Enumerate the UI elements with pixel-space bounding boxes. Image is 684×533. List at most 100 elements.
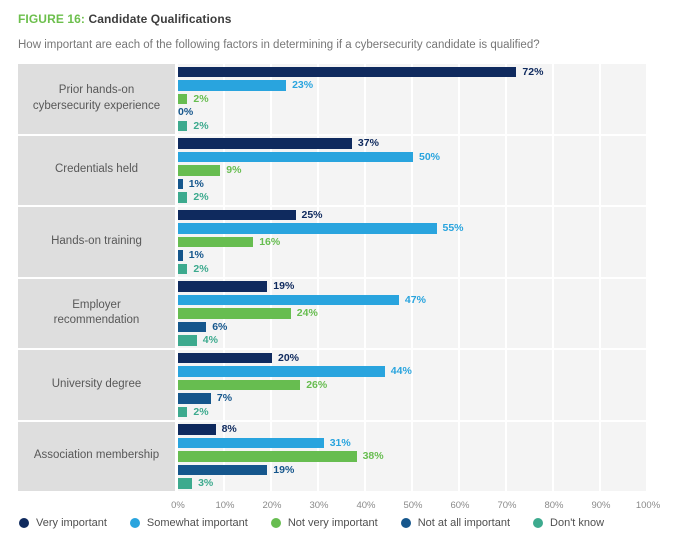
bar xyxy=(178,80,287,91)
bar xyxy=(178,478,193,489)
bar-row: 2% xyxy=(178,92,648,105)
category-label: Credentials held xyxy=(18,135,175,205)
bar-row: 1% xyxy=(178,249,648,262)
x-axis-tick-label: 90% xyxy=(591,500,611,511)
bar-value-label: 2% xyxy=(193,92,209,105)
bar-value-label: 2% xyxy=(193,405,209,418)
bar-value-label: 44% xyxy=(390,365,412,378)
figure-number-label: FIGURE 16: xyxy=(18,12,89,26)
bar-row: 20% xyxy=(178,351,648,364)
legend-item: Don't know xyxy=(533,517,604,529)
bar-value-label: 31% xyxy=(329,436,351,449)
bar-row: 6% xyxy=(178,321,648,333)
category-row: University degree 20% 44% 26% 7% 2% xyxy=(18,350,648,420)
legend-dot-icon xyxy=(533,518,544,528)
bar-value-label: 23% xyxy=(292,79,314,92)
bar-value-label: 1% xyxy=(188,249,204,262)
bar xyxy=(178,424,216,435)
x-axis-tick-label: 0% xyxy=(171,500,185,511)
bar-row: 47% xyxy=(178,294,648,306)
bar-row: 9% xyxy=(178,164,648,177)
bar-row: 72% xyxy=(178,65,648,78)
category-label: Employer recommendation xyxy=(18,278,175,348)
chart-question-subtitle: How important are each of the following … xyxy=(18,39,540,51)
bar-value-label: 8% xyxy=(221,423,237,436)
legend-dot-icon xyxy=(19,518,29,528)
category-row: Credentials held 37% 50% 9% 1% 2% xyxy=(18,135,648,205)
bar-value-label: 26% xyxy=(306,378,328,391)
bar xyxy=(178,209,296,220)
bar-value-label: 20% xyxy=(278,351,300,364)
bar xyxy=(178,120,188,131)
bar-row: 8% xyxy=(178,423,648,436)
category-label: Association membership xyxy=(18,421,175,491)
bar-row: 25% xyxy=(178,208,648,221)
figure-title-text: Candidate Qualifications xyxy=(88,12,232,26)
bar-value-label: 72% xyxy=(522,65,544,78)
legend-label: Very important xyxy=(36,517,107,529)
bar-row: 4% xyxy=(178,334,648,347)
bar-row: 37% xyxy=(178,137,648,149)
x-axis: 0% 10% 20% 30% 40% 50% 60% 70% 80% 90% 100% xyxy=(171,493,660,513)
bar-row: 50% xyxy=(178,151,648,163)
bar-row: 19% xyxy=(178,280,648,292)
bar-value-label: 55% xyxy=(442,222,464,235)
category-plot-area: 8% 31% 38% 19% 3% xyxy=(178,421,648,491)
bar-value-label: 38% xyxy=(362,450,384,463)
legend-dot-icon xyxy=(270,518,281,528)
bar xyxy=(178,335,197,346)
bar xyxy=(178,451,357,462)
bar xyxy=(178,93,188,104)
bar-value-label: 24% xyxy=(296,307,318,320)
bar-row: 23% xyxy=(178,79,648,92)
bar-row: 2% xyxy=(178,405,648,418)
bar xyxy=(178,366,385,377)
bar xyxy=(178,352,272,363)
bar xyxy=(178,165,221,176)
bar-value-label: 2% xyxy=(193,119,209,132)
bar-row: 2% xyxy=(178,191,648,204)
bar xyxy=(178,250,183,261)
x-axis-tick-label: 50% xyxy=(403,500,423,511)
bar-row: 2% xyxy=(178,262,648,275)
legend-item: Very important xyxy=(19,517,107,529)
category-row: Employer recommendation 19% 47% 24% 6% 4% xyxy=(18,278,648,348)
bar-value-label: 0% xyxy=(178,106,194,119)
bar xyxy=(178,236,254,247)
bar-value-label: 4% xyxy=(202,334,218,347)
x-axis-tick-label: 70% xyxy=(497,500,517,511)
bar xyxy=(178,308,291,319)
bar-value-label: 9% xyxy=(226,164,242,177)
x-axis-tick-label: 40% xyxy=(356,500,376,511)
category-row: Hands-on training 25% 55% 16% 1% 2% xyxy=(18,207,648,277)
chart-rows: Prior hands-on cybersecurity experience 7… xyxy=(18,64,648,491)
bar xyxy=(178,151,413,162)
bar-row: 7% xyxy=(178,392,648,404)
bar-value-label: 1% xyxy=(188,177,204,190)
category-label: Prior hands-on cybersecurity experience xyxy=(18,64,175,134)
bar-row: 31% xyxy=(178,436,648,449)
bar xyxy=(178,178,183,189)
bar xyxy=(178,294,399,305)
bar xyxy=(178,138,352,149)
bar-value-label: 2% xyxy=(193,262,209,275)
bar-row: 19% xyxy=(178,464,648,476)
category-label: University degree xyxy=(18,350,175,420)
bar-row: 16% xyxy=(178,236,648,248)
bar-value-label: 25% xyxy=(301,208,323,221)
bar xyxy=(178,263,188,274)
legend-item: Somewhat important xyxy=(129,517,248,529)
bar xyxy=(178,437,324,448)
bar-value-label: 2% xyxy=(193,191,209,204)
bar-row: 55% xyxy=(178,222,648,235)
x-axis-tick-label: 10% xyxy=(215,500,235,511)
chart-legend: Very important Somewhat important Not very… xyxy=(18,517,648,529)
legend-label: Don't know xyxy=(550,517,605,529)
figure-title: FIGURE 16: Candidate Qualifications xyxy=(18,12,648,26)
bar xyxy=(178,223,437,234)
bar-row: 24% xyxy=(178,307,648,320)
category-label: Hands-on training xyxy=(18,207,175,277)
category-plot-area: 25% 55% 16% 1% 2% xyxy=(178,207,648,277)
legend-dot-icon xyxy=(400,518,411,528)
